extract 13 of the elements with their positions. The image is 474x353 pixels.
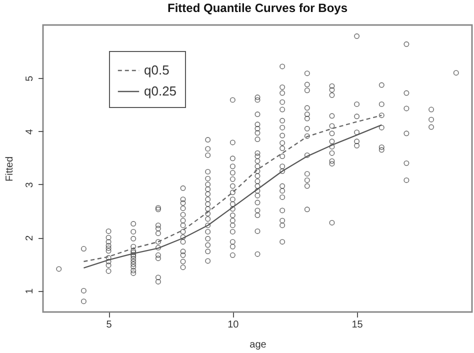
y-tick-label: 5 bbox=[24, 75, 36, 82]
chart-title: Fitted Quantile Curves for Boys bbox=[167, 1, 348, 15]
legend-label: q0.5 bbox=[144, 62, 170, 78]
y-tick-label: 3 bbox=[24, 182, 36, 188]
y-tick-label: 1 bbox=[24, 288, 36, 294]
x-tick-label: 10 bbox=[228, 320, 240, 330]
x-axis-title: age bbox=[250, 340, 267, 350]
legend-label: q0.25 bbox=[144, 84, 177, 98]
y-tick-label: 2 bbox=[24, 234, 36, 241]
y-tick-label: 4 bbox=[24, 128, 36, 135]
x-tick-label: 5 bbox=[106, 320, 112, 330]
y-axis-title: Fitted bbox=[4, 156, 16, 182]
x-tick-label: 15 bbox=[352, 320, 364, 330]
